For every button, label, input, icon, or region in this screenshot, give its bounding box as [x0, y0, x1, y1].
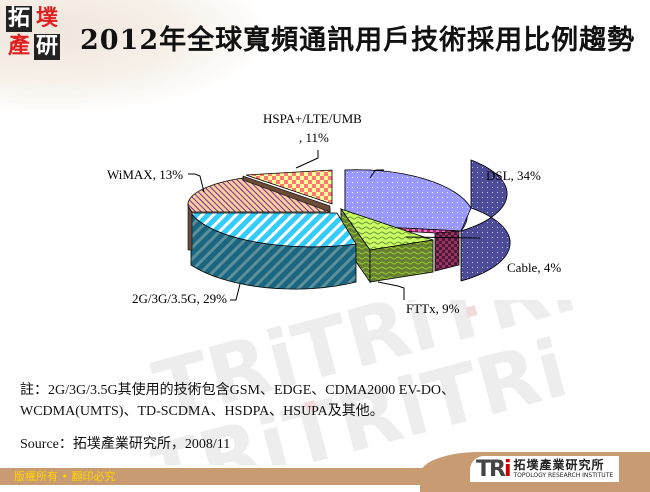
page-title: 2012年全球寬頻通訊用戶技術採用比例趨勢: [80, 25, 636, 56]
logo-char: 產: [7, 34, 30, 59]
pie-chart: DSL, 34% Cable, 4% FTTx, 9% 2G/3G/3.5G, …: [100, 100, 562, 325]
logo-char: 研: [34, 34, 60, 60]
logo-char: 拓: [6, 6, 32, 32]
tri-watermark: TRiTRiTRi TRiTRiTRi: [150, 300, 585, 465]
label-hspa-value: , 11%: [299, 130, 329, 145]
pie-chart-graphic: [187, 150, 511, 301]
brand-name-zh: 拓墣產業研究所: [513, 458, 605, 472]
footnote-line-1: 註：2G/3G/3.5G其使用的技術包含GSM、EDGE、CDMA2000 EV…: [20, 383, 456, 398]
tri-mark: TRi: [476, 456, 511, 482]
footnote-line-2: WCDMA(UMTS)、TD-SCDMA、HSDPA、HSUPA及其他。: [20, 404, 384, 419]
label-fttx: FTTx, 9%: [406, 301, 460, 316]
tri-logo-badge: 拓 墣 產 研: [6, 6, 62, 60]
footnote: 註：2G/3G/3.5G其使用的技術包含GSM、EDGE、CDMA2000 EV…: [20, 380, 455, 422]
label-hspa: HSPA+/LTE/UMB: [263, 111, 362, 126]
label-cable: Cable, 4%: [507, 260, 562, 275]
tri-brand-logo: TRi 拓墣產業研究所 TOPOLOGY RESEARCH INSTITUTE: [470, 456, 620, 482]
label-dsl: DSL, 34%: [486, 168, 541, 183]
label-2g-3g: 2G/3G/3.5G, 29%: [132, 291, 227, 306]
label-wimax: WiMAX, 13%: [107, 167, 184, 182]
brand-name-en: TOPOLOGY RESEARCH INSTITUTE: [513, 472, 614, 479]
logo-char: 墣: [35, 6, 58, 31]
copyright-text: 版權所有 • 翻印必究: [14, 470, 116, 483]
source-note: Source：拓墣產業研究所，2008/11: [20, 437, 231, 452]
